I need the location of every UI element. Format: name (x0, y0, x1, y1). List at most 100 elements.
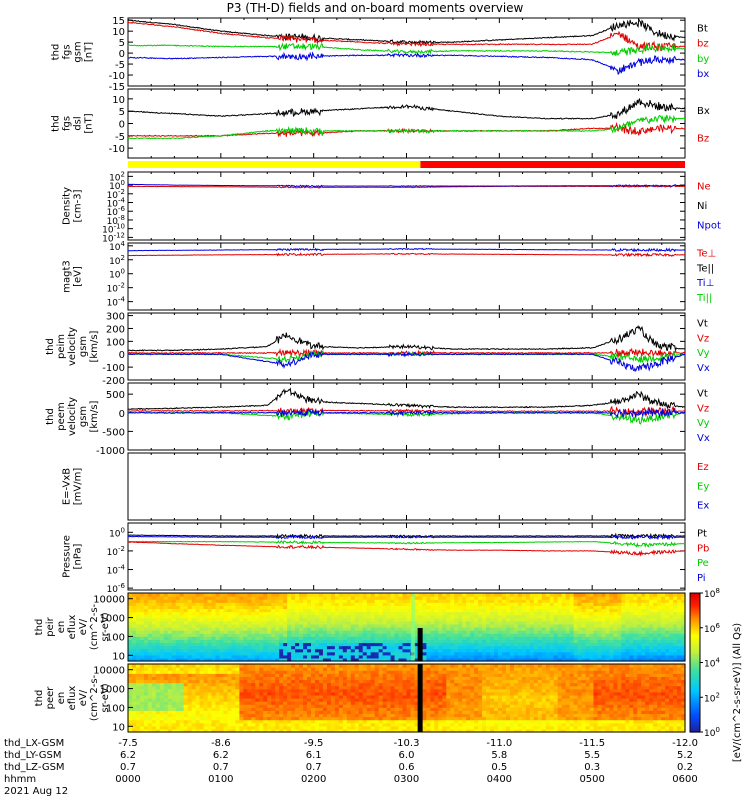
peir-spec-cell (255, 651, 260, 656)
peir-spec-cell (279, 602, 284, 606)
peir-spec-cell (227, 651, 233, 656)
peer-spec-cell (211, 719, 217, 724)
peir-spec-cell (537, 608, 543, 613)
peir-spec-cell (386, 599, 392, 603)
peir-spec-cell (462, 593, 467, 597)
peir-spec-cell (537, 599, 543, 603)
peer-spec-cell (183, 694, 189, 699)
peir-spec-cell (621, 636, 626, 640)
peir-spec-cell (255, 611, 260, 616)
peir-spec-cell (541, 657, 547, 662)
peir-spec-cell (434, 648, 439, 653)
peir-spec-cell (426, 596, 431, 600)
peir-spec-cell (490, 617, 495, 622)
colorbar-cell (690, 624, 700, 628)
peir-spec-cell (673, 623, 678, 628)
peer-spec-cell (322, 713, 328, 718)
peir-spec-cell (482, 627, 487, 631)
colorbar-cell (690, 640, 700, 644)
peir-spec-cell (573, 614, 579, 619)
peir-spec-cell (299, 636, 304, 640)
peir-spec-cell (322, 642, 328, 647)
peer-spec-cell (179, 701, 185, 705)
peer-spec-cell (287, 670, 292, 674)
peir-spec-cell (307, 630, 312, 634)
colorbar-cell (690, 652, 700, 656)
peer-spec-ylabel: thd (34, 690, 45, 707)
peir-spec-cell (553, 627, 559, 631)
peir-spec-cell (366, 648, 372, 653)
peir-spec-cell (466, 623, 471, 628)
peir-spec-cell (338, 620, 344, 625)
peir-spec-cell (661, 614, 666, 619)
peer-spec-cell (183, 713, 189, 718)
peer-spec-cell (187, 673, 193, 677)
peir-spec-cell (677, 657, 682, 662)
peir-spec-cell (649, 593, 654, 597)
peir-spec-cell (275, 633, 280, 637)
peir-spec-cell (549, 654, 555, 659)
peir-spec-cell (569, 654, 575, 659)
peir-spec-cell (287, 617, 292, 622)
peir-spec-cell (637, 639, 642, 644)
peir-spec-cell (255, 639, 260, 644)
peir-spec-cell (159, 614, 165, 619)
peir-spec-cell (227, 645, 233, 650)
peir-spec-cell (478, 608, 483, 613)
peer-spec-cell (223, 670, 229, 674)
peir-spec-cell (585, 651, 591, 656)
peir-spec-cell (235, 605, 240, 610)
peer-spec-cell (179, 728, 185, 733)
peir-spec-cell (673, 614, 678, 619)
colorbar-cell (690, 618, 700, 622)
colorbar-cell (690, 710, 700, 713)
colorbar-cell (690, 604, 700, 608)
peir-spec-cell (139, 633, 145, 637)
peir-spec-cell (215, 657, 221, 662)
peir-spec-cell (549, 596, 555, 600)
peir-spec-cell (466, 593, 471, 597)
peir-spec-cell (482, 602, 487, 606)
peir-spec-cell (490, 614, 495, 619)
peer-spec-cell (139, 704, 145, 708)
peir-spec-cell (311, 648, 316, 653)
peer-spec-cell (307, 691, 312, 696)
peir-spec-cell (430, 605, 435, 610)
peer-spec-cell (291, 707, 296, 711)
peir-spec-cell (617, 651, 622, 656)
peir-spec-cell (338, 633, 344, 637)
peir-spec-cell (227, 648, 233, 653)
peer-spec-cell (259, 664, 264, 668)
colorbar-label: [eV/(cm^2-s-sr-eV)] (All Qs) (732, 623, 743, 762)
peer-spec-cell (199, 710, 205, 715)
peir-spec-cell (494, 605, 499, 610)
peir-spec-cell (529, 633, 535, 637)
peir-spec-cell (374, 599, 380, 603)
peer-spec-cell (191, 682, 197, 687)
peer-spec-cell (128, 685, 133, 690)
peir-spec-cell (653, 639, 658, 644)
peir-spec-cell (279, 627, 284, 631)
peir-spec-cell (605, 636, 611, 640)
peir-spec-cell (267, 602, 272, 606)
peir-spec-cell (330, 648, 336, 653)
peir-spec-cell (553, 636, 559, 640)
peir-spec-cell (219, 614, 225, 619)
peer-spec-cell (147, 722, 153, 727)
peer-spec-cell (143, 694, 149, 699)
peir-spec-cell (406, 654, 412, 659)
peir-spec-cell (645, 639, 650, 644)
peir-spec-cell (617, 633, 622, 637)
colorbar-cell (690, 706, 700, 709)
peir-spec-cell (183, 639, 189, 644)
peer-spec-cell (135, 725, 141, 730)
peir-spec-cell (573, 630, 579, 634)
peir-spec-cell (203, 630, 209, 634)
peir-spec-cell (394, 648, 400, 653)
peir-spec-cell (517, 602, 523, 606)
peir-spec-cell (617, 602, 622, 606)
colorbar-cell (690, 720, 700, 723)
peir-spec-cell (354, 639, 360, 644)
peir-spec-cell (175, 627, 181, 631)
peir-spec-cell (183, 605, 189, 610)
